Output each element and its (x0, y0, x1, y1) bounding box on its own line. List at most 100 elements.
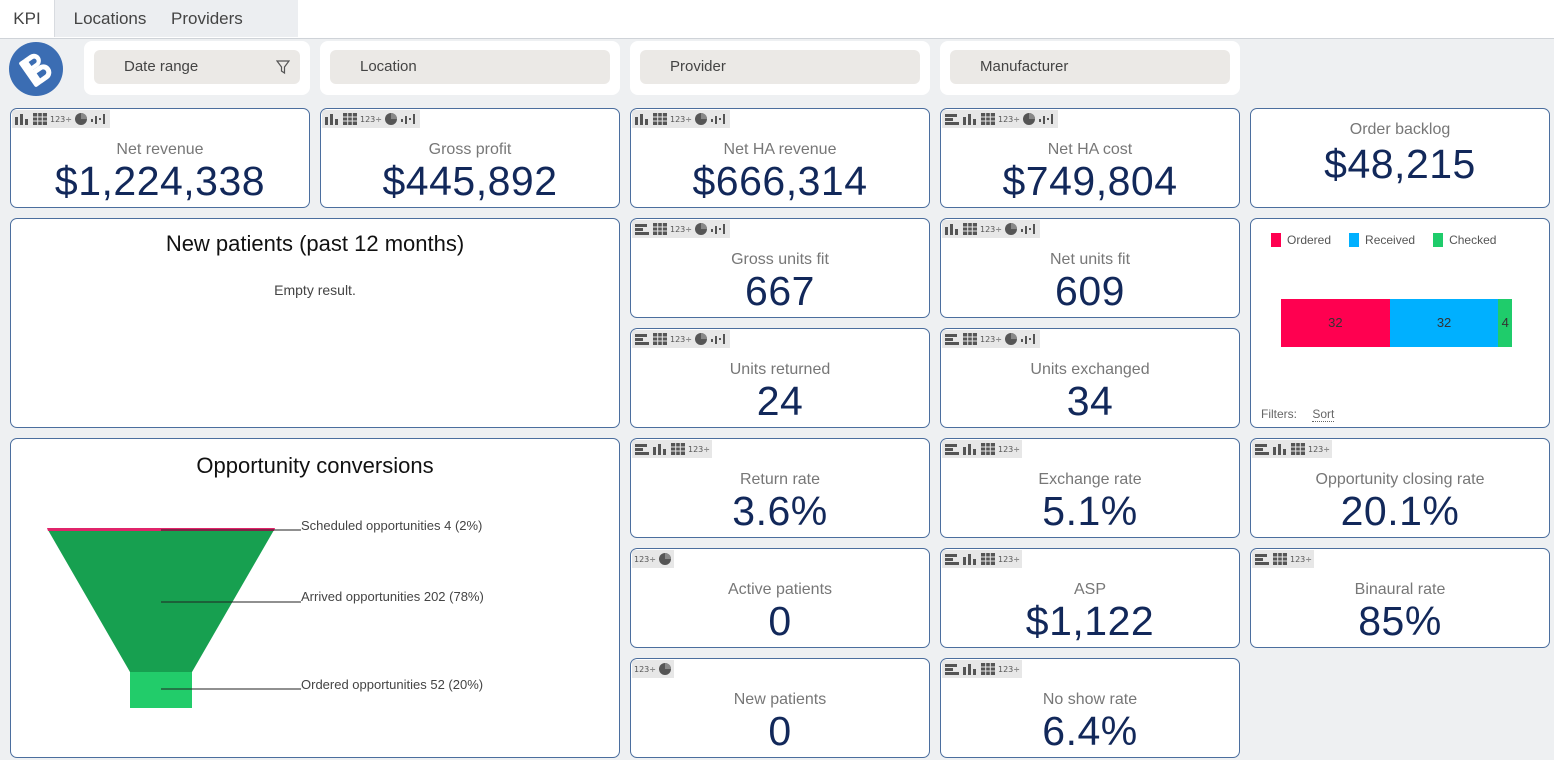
number-format-icon[interactable]: 123÷ (998, 554, 1020, 564)
number-format-icon[interactable]: 123÷ (688, 444, 710, 454)
bar-chart-icon[interactable] (962, 662, 978, 676)
legend-swatch-received (1349, 233, 1360, 247)
waterfall-chart-icon[interactable] (1020, 222, 1038, 236)
pie-chart-icon[interactable] (658, 662, 672, 676)
kpi-value: $1,122 (1025, 598, 1155, 644)
location-filter[interactable]: Location (330, 50, 610, 84)
horizontal-bar-chart-icon[interactable] (944, 332, 960, 346)
card-toolbar: 123÷ (1252, 440, 1332, 458)
pie-chart-icon[interactable] (1022, 112, 1036, 126)
bar-chart-icon[interactable] (324, 112, 340, 126)
kpi-value: 85% (1358, 598, 1442, 644)
table-grid-icon[interactable] (962, 332, 978, 346)
pie-chart-icon[interactable] (694, 332, 708, 346)
pie-chart-icon[interactable] (658, 552, 672, 566)
kpi-value: $666,314 (692, 158, 868, 204)
manufacturer-filter[interactable]: Manufacturer (950, 50, 1230, 84)
number-format-icon[interactable]: 123÷ (1290, 554, 1312, 564)
date-range-filter[interactable]: Date range (94, 50, 300, 84)
number-format-icon[interactable]: 123÷ (634, 554, 656, 564)
horizontal-bar-chart-icon[interactable] (944, 552, 960, 566)
tab-kpi[interactable]: KPI (0, 0, 55, 37)
pie-chart-icon[interactable] (694, 222, 708, 236)
pie-chart-icon[interactable] (384, 112, 398, 126)
pie-chart-icon[interactable] (1004, 222, 1018, 236)
number-format-icon[interactable]: 123÷ (980, 224, 1002, 234)
pie-chart-icon[interactable] (74, 112, 88, 126)
waterfall-chart-icon[interactable] (710, 112, 728, 126)
number-format-icon[interactable]: 123÷ (670, 224, 692, 234)
number-format-icon[interactable]: 123÷ (998, 664, 1020, 674)
bar-chart-icon[interactable] (962, 112, 978, 126)
bar-segment-checked[interactable]: 4 (1498, 299, 1512, 347)
horizontal-bar-chart-icon[interactable] (634, 442, 650, 456)
bar-chart-icon[interactable] (962, 552, 978, 566)
card-toolbar: 123÷ (942, 440, 1022, 458)
table-grid-icon[interactable] (962, 222, 978, 236)
number-format-icon[interactable]: 123÷ (360, 114, 382, 124)
bar-chart-icon[interactable] (944, 222, 960, 236)
table-grid-icon[interactable] (1272, 552, 1288, 566)
funnel-label-ordered: Ordered opportunities 52 (20%) (301, 677, 484, 692)
number-format-icon[interactable]: 123÷ (634, 664, 656, 674)
horizontal-bar-chart-icon[interactable] (944, 442, 960, 456)
sort-link[interactable]: Sort (1312, 407, 1335, 422)
card-toolbar: 123÷ (12, 110, 110, 128)
kpi-label: Return rate (739, 471, 821, 488)
horizontal-bar-chart-icon[interactable] (634, 222, 650, 236)
number-format-icon[interactable]: 123÷ (670, 114, 692, 124)
waterfall-chart-icon[interactable] (710, 222, 728, 236)
table-grid-icon[interactable] (980, 442, 996, 456)
bar-chart-icon[interactable] (652, 442, 668, 456)
waterfall-chart-icon[interactable] (1038, 112, 1056, 126)
table-grid-icon[interactable] (1290, 442, 1306, 456)
legend-item-checked[interactable]: Checked (1433, 233, 1496, 247)
table-grid-icon[interactable] (670, 442, 686, 456)
tab-providers[interactable]: Providers (171, 9, 243, 28)
order-status-chart-card: Ordered Received Checked 32 32 4 Filters… (1250, 218, 1550, 428)
funnel-chart (47, 528, 301, 708)
number-format-icon[interactable]: 123÷ (998, 114, 1020, 124)
waterfall-chart-icon[interactable] (1020, 332, 1038, 346)
table-grid-icon[interactable] (32, 112, 48, 126)
table-grid-icon[interactable] (652, 112, 668, 126)
bar-segment-ordered[interactable]: 32 (1281, 299, 1390, 347)
number-format-icon[interactable]: 123÷ (1308, 444, 1330, 454)
horizontal-bar-chart-icon[interactable] (944, 112, 960, 126)
provider-filter[interactable]: Provider (640, 50, 920, 84)
number-format-icon[interactable]: 123÷ (670, 334, 692, 344)
bar-chart-icon[interactable] (634, 112, 650, 126)
table-grid-icon[interactable] (342, 112, 358, 126)
number-format-icon[interactable]: 123÷ (50, 114, 72, 124)
kpi-card-opportunity-closing-rate: 123÷ Opportunity closing rate 20.1% (1250, 438, 1550, 538)
kpi-label: New patients (733, 691, 827, 708)
horizontal-bar-chart-icon[interactable] (1254, 552, 1270, 566)
table-grid-icon[interactable] (980, 552, 996, 566)
bar-chart-icon[interactable] (962, 442, 978, 456)
number-format-icon[interactable]: 123÷ (998, 444, 1020, 454)
pie-chart-icon[interactable] (1004, 332, 1018, 346)
pie-chart-icon[interactable] (694, 112, 708, 126)
filter-funnel-icon[interactable] (276, 59, 290, 75)
table-grid-icon[interactable] (980, 112, 996, 126)
kpi-card-active-patients: 123÷ Active patients 0 (630, 548, 930, 648)
legend-item-received[interactable]: Received (1349, 233, 1415, 247)
horizontal-bar-chart-icon[interactable] (634, 332, 650, 346)
funnel-segment-arrived[interactable] (48, 530, 274, 672)
tab-locations[interactable]: Locations (73, 9, 147, 28)
waterfall-chart-icon[interactable] (710, 332, 728, 346)
number-format-icon[interactable]: 123÷ (980, 334, 1002, 344)
bar-chart-icon[interactable] (14, 112, 30, 126)
waterfall-chart-icon[interactable] (400, 112, 418, 126)
funnel-segment-ordered[interactable] (130, 672, 192, 708)
horizontal-bar-chart-icon[interactable] (944, 662, 960, 676)
table-grid-icon[interactable] (652, 222, 668, 236)
horizontal-bar-chart-icon[interactable] (1254, 442, 1270, 456)
kpi-value: 34 (1066, 378, 1114, 424)
legend-item-ordered[interactable]: Ordered (1271, 233, 1331, 247)
waterfall-chart-icon[interactable] (90, 112, 108, 126)
table-grid-icon[interactable] (980, 662, 996, 676)
bar-chart-icon[interactable] (1272, 442, 1288, 456)
bar-segment-received[interactable]: 32 (1389, 299, 1499, 347)
table-grid-icon[interactable] (652, 332, 668, 346)
